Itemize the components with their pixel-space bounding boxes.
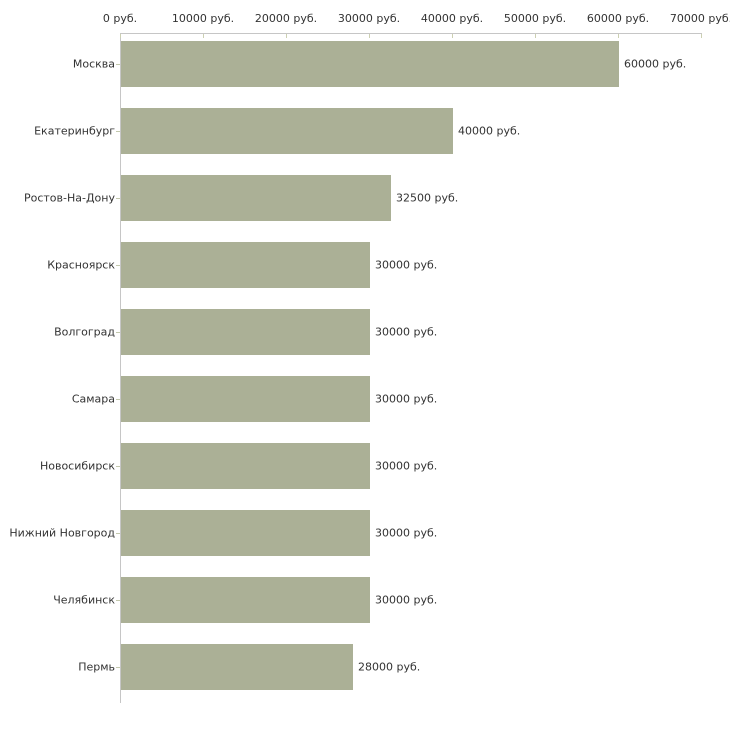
x-axis-tick <box>618 34 619 38</box>
category-label: Новосибирск <box>39 459 115 473</box>
y-axis-tick <box>116 533 120 534</box>
category-label: Екатеринбург <box>34 124 115 138</box>
x-axis-tick <box>535 34 536 38</box>
value-label: 30000 руб. <box>375 258 438 272</box>
x-axis-tick <box>452 34 453 38</box>
bar-4 <box>121 309 370 355</box>
category-label: Челябинск <box>53 593 115 607</box>
value-label: 30000 руб. <box>375 526 438 540</box>
x-axis-tick-label: 40000 руб. <box>420 12 484 25</box>
category-label: Москва <box>72 57 115 71</box>
x-axis-tick-label: 70000 руб. <box>669 12 730 25</box>
value-label: 28000 руб. <box>358 660 421 674</box>
x-axis-tick <box>286 34 287 38</box>
bar-5 <box>121 376 370 422</box>
x-axis-tick <box>369 34 370 38</box>
x-axis-tick-label: 10000 руб. <box>171 12 235 25</box>
x-axis-tick <box>203 34 204 38</box>
x-axis-tick <box>701 34 702 38</box>
plot-area: 60000 руб. 40000 руб. 32500 руб. 30000 руб.… <box>116 33 702 703</box>
x-axis-tick-label: 60000 руб. <box>586 12 650 25</box>
x-axis-tick-label: 0 руб. <box>102 12 138 25</box>
bar-0 <box>121 41 619 87</box>
y-axis-tick <box>116 332 120 333</box>
y-axis-tick <box>116 265 120 266</box>
bar-6 <box>121 443 370 489</box>
y-axis-tick <box>116 131 120 132</box>
category-label: Ростов-На-Дону <box>23 191 115 205</box>
y-axis-tick <box>116 399 120 400</box>
y-axis-tick <box>116 600 120 601</box>
category-label: Волгоград <box>54 325 115 339</box>
y-axis-tick <box>116 64 120 65</box>
y-axis-tick <box>116 198 120 199</box>
value-label: 30000 руб. <box>375 392 438 406</box>
bar-1 <box>121 108 453 154</box>
value-label: 30000 руб. <box>375 325 438 339</box>
bar-8 <box>121 577 370 623</box>
value-label: 60000 руб. <box>624 57 687 71</box>
x-axis-tick-label: 20000 руб. <box>254 12 318 25</box>
x-axis-line <box>120 33 702 34</box>
category-label: Нижний Новгород <box>9 526 115 540</box>
category-label: Самара <box>71 392 115 406</box>
bar-2 <box>121 175 391 221</box>
category-label: Пермь <box>78 660 115 674</box>
y-axis-tick <box>116 667 120 668</box>
bar-3 <box>121 242 370 288</box>
value-label: 40000 руб. <box>458 124 521 138</box>
category-label: Красноярск <box>47 258 115 272</box>
y-axis-line <box>120 33 121 703</box>
bar-9 <box>121 644 353 690</box>
x-axis-tick-label: 30000 руб. <box>337 12 401 25</box>
y-axis-tick <box>116 466 120 467</box>
value-label: 30000 руб. <box>375 593 438 607</box>
x-axis-tick-label: 50000 руб. <box>503 12 567 25</box>
x-axis-tick <box>120 34 121 38</box>
value-label: 32500 руб. <box>396 191 459 205</box>
value-label: 30000 руб. <box>375 459 438 473</box>
bar-7 <box>121 510 370 556</box>
